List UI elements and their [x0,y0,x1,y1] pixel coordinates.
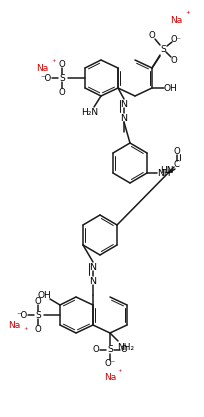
Text: NH₂: NH₂ [117,344,134,352]
Text: C: C [173,159,179,168]
Text: N: N [120,113,127,123]
Text: Na: Na [103,372,115,382]
Text: OH: OH [37,291,51,299]
Text: Na: Na [8,321,20,329]
Text: OH: OH [162,83,176,93]
Text: N: N [89,262,96,271]
Text: Na: Na [169,15,181,25]
Text: ⁺: ⁺ [185,10,190,18]
Text: S: S [59,73,64,83]
Text: O⁻: O⁻ [104,359,115,369]
Text: O⁻: O⁻ [170,35,181,43]
Text: Na: Na [36,63,48,73]
Text: O: O [120,346,127,354]
Text: HN: HN [160,166,173,174]
Text: N: N [89,276,96,286]
Text: O: O [58,60,65,68]
Text: O: O [34,296,41,306]
Text: O: O [58,88,65,96]
Text: S: S [159,45,165,53]
Text: S: S [107,346,112,354]
Text: O: O [92,346,99,354]
Text: ⁺: ⁺ [117,369,122,377]
Text: O: O [173,146,180,156]
Text: H₂N: H₂N [81,108,98,116]
Text: S: S [35,311,41,319]
Text: O: O [34,324,41,334]
Text: ⁻O: ⁻O [16,311,28,319]
Text: O: O [170,55,176,65]
Text: ⁺: ⁺ [24,327,28,336]
Text: N: N [120,100,127,108]
Text: ⁻O: ⁻O [40,73,51,83]
Text: NH: NH [156,168,170,178]
Text: O: O [148,30,155,40]
Text: ⁺: ⁺ [51,58,56,66]
